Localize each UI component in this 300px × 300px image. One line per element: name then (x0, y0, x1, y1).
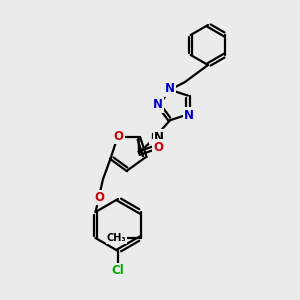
Text: O: O (113, 130, 123, 143)
Text: N: N (153, 98, 163, 112)
Text: H: H (150, 133, 158, 143)
Text: N: N (184, 109, 194, 122)
Text: O: O (153, 141, 163, 154)
Text: N: N (165, 82, 175, 95)
Text: O: O (94, 191, 104, 204)
Text: CH₃: CH₃ (107, 233, 126, 243)
Text: N: N (154, 131, 164, 144)
Text: Cl: Cl (112, 265, 124, 278)
